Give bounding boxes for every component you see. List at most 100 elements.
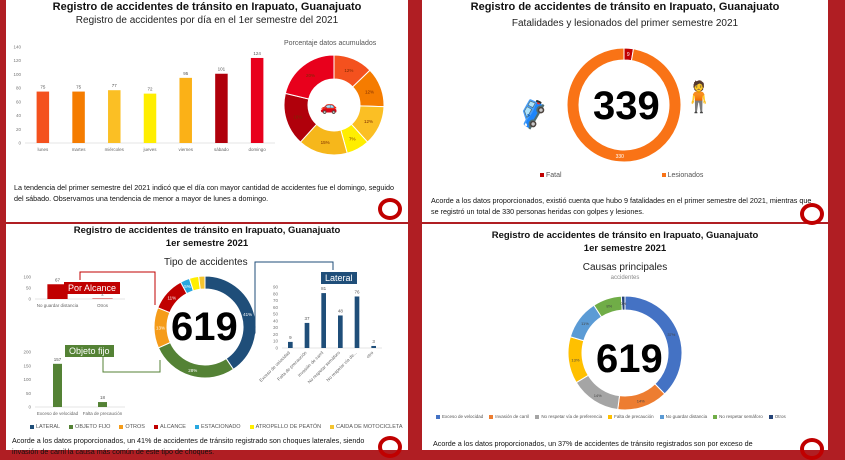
bar-value-label: 76 [354, 289, 360, 294]
slice-label: 37% [667, 332, 675, 337]
legend-swatch [713, 415, 717, 419]
y-tick-label: 100 [23, 275, 31, 280]
bar [371, 346, 376, 348]
slice-label: 9 [627, 52, 630, 58]
bar [47, 284, 67, 299]
legend-swatch [608, 415, 612, 419]
legend-swatch [540, 173, 544, 177]
y-tick-label: 70 [273, 298, 279, 303]
legend-swatch [330, 425, 334, 429]
y-tick-label: 200 [23, 350, 31, 355]
y-tick-label: 60 [273, 305, 279, 310]
legend-swatch [662, 173, 666, 177]
bar-value-label: 48 [338, 308, 344, 313]
slice-label: 0% [621, 301, 627, 306]
panel3-title: Registro de accidentes de tránsito en Ir… [422, 1, 828, 13]
y-tick-label: 80 [273, 291, 279, 296]
legend-item: CAIDA DE MOTOCICLETA [330, 424, 402, 430]
legend-item: LATERAL [30, 424, 60, 430]
connector-lines [0, 0, 845, 450]
logo-icon [800, 438, 824, 460]
legend-swatch [769, 415, 773, 419]
y-tick-label: 10 [273, 339, 279, 344]
legend-item: OBJETO FIJO [69, 424, 110, 430]
y-tick-label: 50 [26, 391, 32, 396]
por-alcance-label: Por Alcance [64, 282, 120, 294]
bar-value-label: 157 [54, 357, 62, 362]
panel4-title: Registro de accidentes de tránsito en Ir… [422, 230, 828, 241]
legend-item: Falta de precaución [608, 414, 654, 419]
fatalities-legend: Fatal Lesionados [540, 172, 703, 179]
legend-swatch [195, 425, 199, 429]
logo-icon [378, 198, 402, 220]
y-tick-label: 30 [273, 325, 279, 330]
x-tick-label: No guardar distancia [37, 303, 79, 308]
panel2-text: Acorde a los datos proporcionados, un 41… [12, 436, 392, 457]
legend-item: ESTACIONADO [195, 424, 241, 430]
fatalities-total: 339 [593, 84, 660, 129]
slice-label: 330 [616, 154, 625, 160]
legend-item: Invasión de carril [489, 414, 529, 419]
bar [321, 293, 326, 348]
slice-label: 8% [606, 304, 612, 309]
x-tick-label: Exceso de velocidad [37, 411, 79, 416]
legend-item: Lesionados [662, 172, 704, 179]
legend-item: No guardar distancia [660, 414, 708, 419]
legend-item: ALCANCE [154, 424, 186, 430]
logo-icon [378, 436, 402, 458]
legend-item: Otros [769, 414, 786, 419]
logo-icon [800, 203, 824, 225]
slice-label: 13% [571, 357, 579, 362]
y-tick-label: 40 [273, 318, 279, 323]
bar [355, 296, 360, 348]
causes-chart-title: Causas principales [422, 262, 828, 273]
panel4-title2: 1er semestre 2021 [422, 243, 828, 254]
slice-label: 14% [594, 393, 602, 398]
bar [98, 402, 107, 407]
legend-swatch [535, 415, 539, 419]
donut-causes: 37%14%14%13%11%8%0% [0, 0, 1, 1]
legend-item: Fatal [540, 172, 562, 179]
slice-label: 11% [581, 321, 589, 326]
legend-swatch [30, 425, 34, 429]
legend-item: Exceso de velocidad [436, 414, 483, 419]
x-tick-label: Otros [97, 303, 109, 308]
slice-label: 14% [637, 398, 645, 403]
bar [288, 342, 293, 348]
y-tick-label: 90 [273, 285, 279, 290]
causes-chart-subtitle: accidentes [422, 275, 828, 281]
injured-person-icon: 🧍 [680, 80, 717, 115]
types-legend: LATERAL OBJETO FIJO OTROS ALCANCE ESTACIONAD… [30, 424, 403, 430]
panel3-text: Acorde a los datos proporcionados, exist… [431, 196, 819, 217]
legend-item: No respetar semáforo [713, 414, 763, 419]
objeto-fijo-label: Objeto fijo [65, 345, 114, 357]
y-tick-label: 50 [26, 286, 32, 291]
bar-value-label: 67 [55, 277, 61, 282]
legend-item: ATROPELLO DE PEATÓN [250, 424, 322, 430]
legend-swatch [69, 425, 73, 429]
legend-item: No respetar vía de preferencia [535, 414, 602, 419]
bar [53, 364, 62, 407]
y-tick-label: 150 [23, 363, 31, 368]
legend-swatch [489, 415, 493, 419]
legend-swatch [660, 415, 664, 419]
y-tick-label: 20 [273, 332, 279, 337]
bar-value-label: 18 [100, 395, 106, 400]
bar [305, 323, 310, 348]
y-tick-label: 100 [23, 377, 31, 382]
legend-swatch [250, 425, 254, 429]
lateral-label: Lateral [321, 272, 357, 284]
bar [338, 315, 343, 348]
bar-value-label: 37 [304, 316, 310, 321]
legend-swatch [154, 425, 158, 429]
legend-swatch [119, 425, 123, 429]
legend-item: OTROS [119, 424, 145, 430]
bar-value-label: 81 [321, 286, 327, 291]
panel4-text: Acorde a los datos proporcionados, un 37… [433, 439, 813, 450]
causes-legend: Exceso de velocidad Invasión de carril No … [436, 414, 786, 419]
x-tick-label: Falta de precaución [83, 411, 123, 416]
y-tick-label: 50 [273, 312, 279, 317]
causes-total: 619 [596, 337, 663, 382]
panel3-subtitle: Fatalidades y lesionados del primer seme… [422, 18, 828, 29]
legend-swatch [436, 415, 440, 419]
